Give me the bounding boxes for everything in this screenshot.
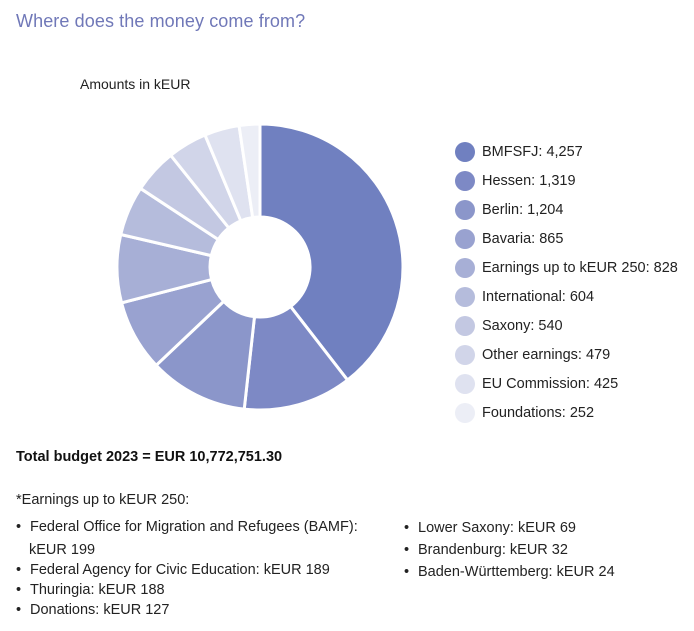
legend-swatch <box>455 373 475 394</box>
legend-item: Hessen: 1,319 <box>455 166 678 195</box>
earnings-item-text-cont: kEUR 199 <box>29 542 96 558</box>
donut-slice-foundations <box>237 122 262 220</box>
legend-swatch <box>455 315 475 336</box>
legend-item: International: 604 <box>455 282 678 311</box>
legend-item: Foundations: 252 <box>455 398 678 427</box>
donut-slice-bmfsfj <box>258 122 405 382</box>
legend-item: Berlin: 1,204 <box>455 195 678 224</box>
legend-label: Earnings up to kEUR 250: 828 <box>482 259 678 276</box>
legend-swatch <box>455 344 475 365</box>
legend-label: Other earnings: 479 <box>482 346 611 363</box>
legend-label: Berlin: 1,204 <box>482 201 564 218</box>
earnings-list-left: Federal Office for Migration and Refugee… <box>16 517 358 620</box>
earnings-item-thuringia: Thuringia: kEUR 188 <box>16 580 358 600</box>
donut-slice-hessen <box>242 305 350 412</box>
legend-label: International: 604 <box>482 288 595 305</box>
earnings-item-text: Federal Agency for Civic Education: kEUR… <box>30 562 330 578</box>
earnings-item-bpb: Federal Agency for Civic Education: kEUR… <box>16 560 358 580</box>
chart-legend: BMFSFJ: 4,257 Hessen: 1,319 Berlin: 1,204 B… <box>455 137 678 427</box>
legend-item: Saxony: 540 <box>455 311 678 340</box>
earnings-item-text: Thuringia: kEUR 188 <box>30 582 165 598</box>
legend-swatch <box>455 286 475 307</box>
legend-item: Bavaria: 865 <box>455 224 678 253</box>
earnings-item-brandenburg: Brandenburg: kEUR 32 <box>404 539 615 561</box>
earnings-item-text: Brandenburg: kEUR 32 <box>418 542 568 558</box>
total-budget: Total budget 2023 = EUR 10,772,751.30 <box>16 449 283 465</box>
earnings-item-donations: Donations: kEUR 127 <box>16 600 358 620</box>
earnings-item-baden-wuerttemberg: Baden-Württemberg: kEUR 24 <box>404 561 615 583</box>
earnings-item-text: Lower Saxony: kEUR 69 <box>418 520 576 536</box>
legend-swatch <box>455 228 475 249</box>
legend-swatch <box>455 199 475 220</box>
earnings-item-lower-saxony: Lower Saxony: kEUR 69 <box>404 517 615 539</box>
legend-item: Earnings up to kEUR 250: 828 <box>455 253 678 282</box>
legend-label: Foundations: 252 <box>482 404 595 421</box>
legend-item: Other earnings: 479 <box>455 340 678 369</box>
page-title: Where does the money come from? <box>16 11 306 31</box>
earnings-note-heading: *Earnings up to kEUR 250: <box>16 492 190 508</box>
legend-item: EU Commission: 425 <box>455 369 678 398</box>
legend-label: Bavaria: 865 <box>482 230 564 247</box>
legend-label: Saxony: 540 <box>482 317 563 334</box>
earnings-item-bamf: Federal Office for Migration and Refugee… <box>16 517 358 560</box>
legend-label: Hessen: 1,319 <box>482 172 576 189</box>
legend-label: EU Commission: 425 <box>482 375 619 392</box>
earnings-list-right: Lower Saxony: kEUR 69 Brandenburg: kEUR … <box>404 517 615 583</box>
legend-swatch <box>455 402 475 423</box>
legend-label: BMFSFJ: 4,257 <box>482 143 583 160</box>
earnings-item-text: Donations: kEUR 127 <box>30 602 170 618</box>
legend-swatch <box>455 141 475 162</box>
donut-slice-berlin <box>154 299 256 411</box>
units-label: Amounts in kEUR <box>80 76 191 92</box>
donut-chart <box>115 122 405 412</box>
legend-swatch <box>455 170 475 191</box>
legend-item: BMFSFJ: 4,257 <box>455 137 678 166</box>
earnings-item-text: Federal Office for Migration and Refugee… <box>30 519 358 535</box>
legend-swatch <box>455 257 475 278</box>
earnings-item-text: Baden-Württemberg: kEUR 24 <box>418 564 615 580</box>
